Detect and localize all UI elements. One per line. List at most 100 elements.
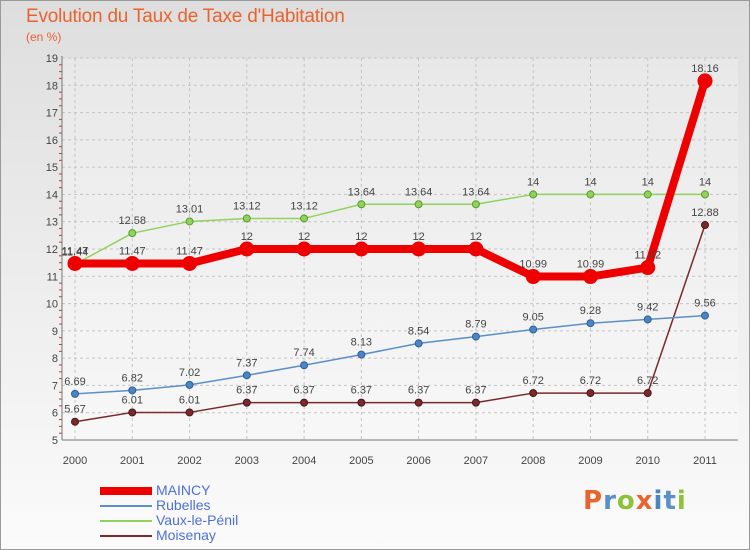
data-point-maincy xyxy=(182,255,198,271)
data-point-moisenay xyxy=(414,398,423,407)
y-tick-label: 6 xyxy=(52,408,58,420)
data-point-maincy xyxy=(353,241,369,257)
series-line-maincy xyxy=(75,79,709,281)
data-label-vaux-le-penil: 13.64 xyxy=(405,186,433,198)
data-point-rubelles xyxy=(300,361,309,370)
data-label-maincy: 12 xyxy=(413,231,425,243)
data-label-maincy: 12 xyxy=(355,231,367,243)
y-tick-label: 19 xyxy=(46,53,58,65)
data-point-rubelles xyxy=(414,339,423,348)
data-point-maincy xyxy=(525,269,541,285)
data-point-rubelles xyxy=(529,325,538,334)
data-label-moisenay: 6.37 xyxy=(408,385,429,397)
data-label-vaux-le-penil: 14 xyxy=(584,176,596,188)
logo-letter: r xyxy=(603,486,617,516)
data-label-maincy: 12 xyxy=(470,231,482,243)
data-label-vaux-le-penil: 13.12 xyxy=(233,200,261,212)
data-label-maincy: 11.32 xyxy=(634,250,661,262)
data-label-moisenay: 6.72 xyxy=(580,375,601,387)
legend-label-vaux-le-penil: Vaux-le-Pénil xyxy=(156,512,239,528)
x-tick-label: 2003 xyxy=(235,455,259,467)
y-tick-label: 9 xyxy=(52,326,58,338)
data-label-maincy: 18.16 xyxy=(691,63,719,75)
data-label-moisenay: 6.37 xyxy=(351,385,372,397)
legend-item-vaux-le-penil: Vaux-le-Pénil xyxy=(100,512,300,529)
data-label-vaux-le-penil: 11.44 xyxy=(62,246,89,258)
y-tick-label: 15 xyxy=(46,162,58,174)
y-tick-label: 17 xyxy=(46,108,58,120)
data-point-vaux-le-penil xyxy=(300,214,309,223)
logo-letter: P xyxy=(583,486,604,516)
series-line-vaux-le-penil xyxy=(74,193,705,265)
logo-letter: x xyxy=(635,486,654,516)
data-point-rubelles xyxy=(471,332,480,341)
data-point-moisenay xyxy=(586,389,595,398)
x-tick-label: 2007 xyxy=(464,455,488,467)
x-tick-label: 2002 xyxy=(177,455,201,467)
data-point-rubelles xyxy=(185,380,194,389)
x-tick-label: 2011 xyxy=(693,455,717,467)
data-label-rubelles: 6.82 xyxy=(122,372,143,384)
data-label-rubelles: 8.54 xyxy=(408,325,429,337)
legend-swatch-vaux-le-penil xyxy=(100,520,152,522)
data-point-maincy xyxy=(697,73,713,89)
data-point-rubelles xyxy=(357,350,366,359)
data-point-maincy xyxy=(124,255,140,271)
data-point-moisenay xyxy=(471,398,480,407)
series-line-rubelles xyxy=(74,314,706,395)
chart-title: Evolution du Taux de Taxe d'Habitation xyxy=(26,6,345,27)
data-point-moisenay xyxy=(185,408,194,417)
data-point-vaux-le-penil xyxy=(701,190,709,199)
data-point-moisenay xyxy=(643,389,652,398)
data-label-vaux-le-penil: 13.64 xyxy=(348,186,376,198)
data-point-moisenay xyxy=(529,389,538,398)
y-tick-label: 5 xyxy=(52,435,58,447)
data-point-maincy xyxy=(239,241,255,257)
data-label-moisenay: 6.01 xyxy=(122,394,143,406)
y-tick-label: 18 xyxy=(46,80,58,92)
data-point-maincy xyxy=(67,255,83,271)
data-point-vaux-le-penil xyxy=(414,200,423,209)
data-point-moisenay xyxy=(242,398,251,407)
y-tick-label: 7 xyxy=(52,380,58,392)
legend-item-rubelles: Rubelles xyxy=(100,497,300,514)
data-point-maincy xyxy=(296,241,312,257)
series-line-moisenay xyxy=(74,224,706,423)
y-tick-label: 8 xyxy=(52,353,58,365)
x-tick-label: 2006 xyxy=(406,455,430,467)
data-point-vaux-le-penil xyxy=(643,190,652,199)
x-tick-label: 2005 xyxy=(349,455,373,467)
logo-letter: i xyxy=(653,486,664,516)
data-label-maincy: 11.47 xyxy=(176,245,203,257)
data-label-moisenay: 6.37 xyxy=(236,385,257,397)
data-point-vaux-le-penil xyxy=(529,190,538,199)
x-tick-label: 2001 xyxy=(120,455,144,467)
data-point-rubelles xyxy=(71,389,79,398)
data-point-moisenay xyxy=(701,220,709,229)
data-point-moisenay xyxy=(357,398,366,407)
x-tick-label: 2010 xyxy=(635,455,659,467)
y-tick-label: 13 xyxy=(46,217,58,229)
legend-swatch-moisenay xyxy=(100,535,152,537)
chart-subtitle: (en %) xyxy=(26,30,62,44)
data-point-rubelles xyxy=(242,371,251,380)
data-label-maincy: 10.99 xyxy=(577,259,605,271)
x-tick-label: 2004 xyxy=(292,455,316,467)
y-tick-label: 11 xyxy=(47,271,58,283)
data-label-moisenay: 6.01 xyxy=(179,394,200,406)
x-tick-label: 2009 xyxy=(578,455,602,467)
y-tick-label: 12 xyxy=(46,244,58,256)
legend-swatch-rubelles xyxy=(100,505,152,507)
data-point-rubelles xyxy=(128,386,137,395)
data-label-rubelles: 9.42 xyxy=(637,301,658,313)
data-label-vaux-le-penil: 14 xyxy=(699,176,711,188)
data-label-moisenay: 5.67 xyxy=(64,404,85,416)
x-tick-label: 2008 xyxy=(521,455,545,467)
data-label-vaux-le-penil: 13.64 xyxy=(462,186,490,198)
data-label-rubelles: 7.02 xyxy=(179,367,200,379)
data-point-rubelles xyxy=(586,319,595,328)
data-label-maincy: 11.47 xyxy=(62,245,89,257)
y-tick-label: 14 xyxy=(46,189,58,201)
data-point-rubelles xyxy=(701,311,709,320)
